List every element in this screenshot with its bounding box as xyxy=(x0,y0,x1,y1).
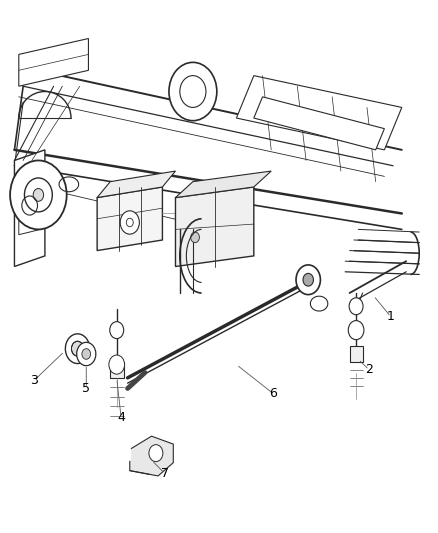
Polygon shape xyxy=(97,171,176,198)
Polygon shape xyxy=(130,436,173,476)
Text: 1: 1 xyxy=(387,310,395,324)
Circle shape xyxy=(120,211,139,234)
Text: 2: 2 xyxy=(365,364,373,376)
Circle shape xyxy=(109,355,124,374)
Circle shape xyxy=(71,341,84,356)
Text: 7: 7 xyxy=(161,467,169,480)
Text: 3: 3 xyxy=(30,374,38,387)
Polygon shape xyxy=(66,336,89,361)
Circle shape xyxy=(348,320,364,340)
Circle shape xyxy=(77,342,96,366)
Polygon shape xyxy=(254,97,385,150)
Circle shape xyxy=(149,445,163,462)
Circle shape xyxy=(33,189,44,201)
Circle shape xyxy=(169,62,217,120)
Text: 6: 6 xyxy=(269,387,277,400)
Polygon shape xyxy=(237,76,402,150)
Circle shape xyxy=(191,232,199,243)
Polygon shape xyxy=(19,38,88,86)
Circle shape xyxy=(65,334,90,364)
Polygon shape xyxy=(176,187,254,266)
Circle shape xyxy=(10,160,67,229)
Polygon shape xyxy=(176,171,271,198)
Circle shape xyxy=(82,349,91,359)
Polygon shape xyxy=(97,187,162,251)
Polygon shape xyxy=(110,362,124,378)
Circle shape xyxy=(296,265,321,295)
Circle shape xyxy=(349,298,363,315)
Polygon shape xyxy=(19,187,41,235)
Polygon shape xyxy=(14,150,45,266)
Polygon shape xyxy=(350,346,363,362)
Circle shape xyxy=(303,273,314,286)
Circle shape xyxy=(110,321,124,338)
Text: 5: 5 xyxy=(82,382,90,395)
Text: 4: 4 xyxy=(117,411,125,424)
